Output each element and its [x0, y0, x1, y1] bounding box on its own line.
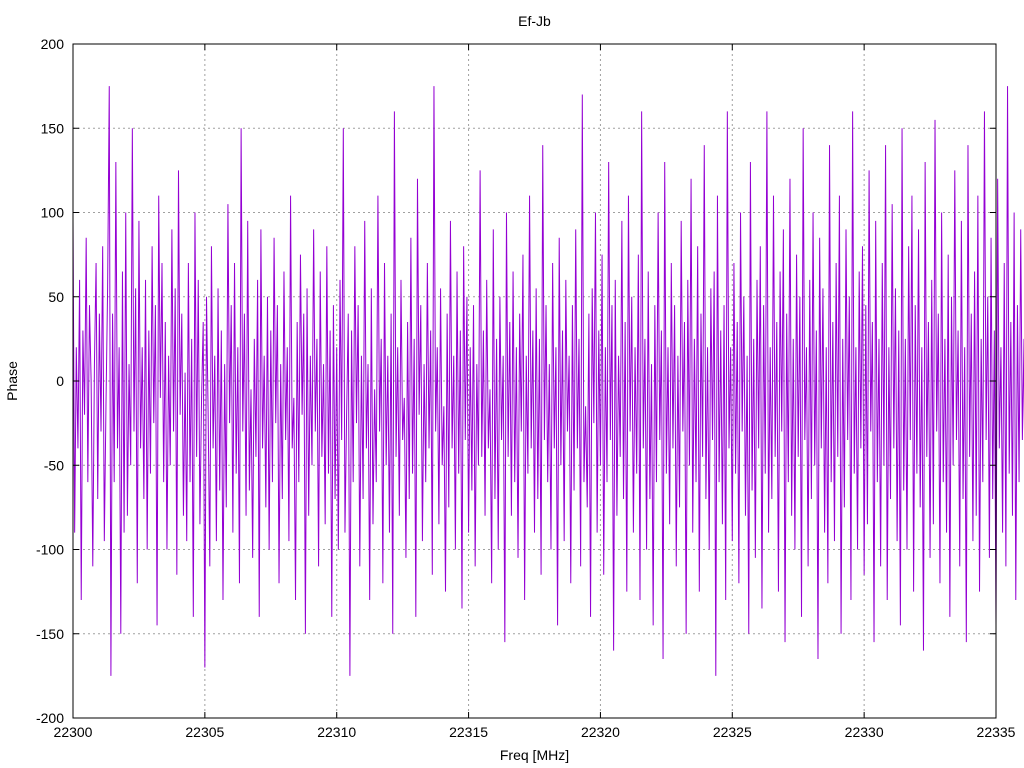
y-tick-label: 150: [41, 120, 65, 136]
y-tick-label: -100: [36, 542, 64, 558]
x-tick-label: 22320: [581, 724, 620, 740]
y-tick-label: 50: [48, 289, 64, 305]
chart-title: Ef-Jb: [518, 13, 551, 29]
x-tick-label: 22300: [54, 724, 93, 740]
grid-layer: [73, 44, 996, 718]
series-layer: [72, 86, 1024, 676]
y-tick-label: 200: [41, 36, 65, 52]
phase-series-line: [72, 86, 1024, 676]
ticks-layer: 22300 22305 22310 22315 22320 22325 22330 22335…: [36, 36, 1016, 740]
y-axis-label: Phase: [4, 361, 20, 401]
y-tick-label: 100: [41, 205, 65, 221]
x-axis-label: Freq [MHz]: [500, 747, 569, 763]
x-tick-label: 22315: [449, 724, 488, 740]
x-tick-label: 22330: [845, 724, 884, 740]
y-tick-label: -50: [44, 457, 64, 473]
x-tick-label: 22305: [185, 724, 224, 740]
y-tick-label: -150: [36, 626, 64, 642]
y-tick-label: 0: [56, 373, 64, 389]
y-tick-label: -200: [36, 710, 64, 726]
x-tick-label: 22335: [977, 724, 1016, 740]
x-tick-label: 22310: [317, 724, 356, 740]
x-tick-label: 22325: [713, 724, 752, 740]
